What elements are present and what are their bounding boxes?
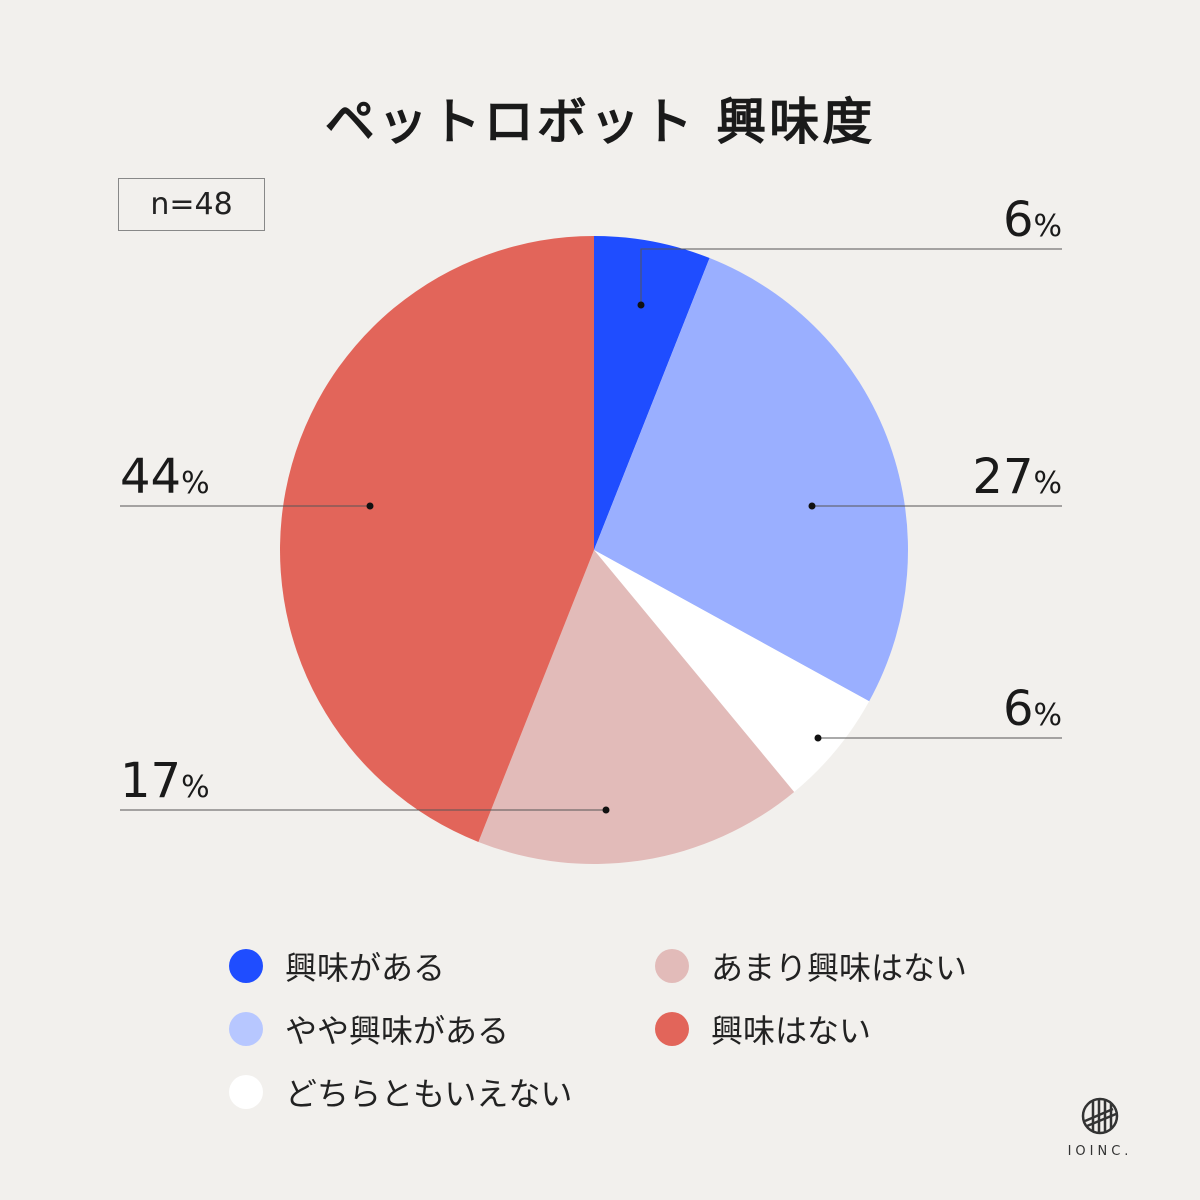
leader-dot xyxy=(814,734,822,742)
company-logo: IOINC. xyxy=(1058,1096,1142,1159)
sample-size-badge: n=48 xyxy=(118,178,265,231)
data-label: 6% xyxy=(1003,192,1062,248)
pie-slice xyxy=(594,236,710,550)
legend-item: どちらともいえない xyxy=(229,1069,572,1115)
leader-line xyxy=(640,248,1062,305)
logo-text: IOINC. xyxy=(1067,1144,1133,1159)
legend-swatch xyxy=(655,1012,689,1046)
logo-mark-icon xyxy=(1081,1097,1119,1135)
legend-item: 興味がある xyxy=(229,943,445,989)
pie-slice xyxy=(478,550,795,864)
legend-swatch xyxy=(229,949,263,983)
legend-label: 興味がある xyxy=(285,949,446,987)
leader-dot xyxy=(366,502,374,510)
leader-dot xyxy=(637,301,645,309)
legend-swatch xyxy=(655,949,689,983)
data-label: 44% xyxy=(120,449,210,505)
pie-slice xyxy=(594,550,870,792)
legend-swatch xyxy=(229,1075,263,1109)
legend-label: どちらともいえない xyxy=(285,1075,573,1113)
leader-dot xyxy=(808,502,816,510)
data-label: 27% xyxy=(972,449,1062,505)
leader-dot xyxy=(602,806,610,814)
data-label: 6% xyxy=(1003,681,1062,737)
chart-title: ペットロボット 興味度 xyxy=(324,93,876,151)
legend-swatch xyxy=(229,1012,263,1046)
legend-label: 興味はない xyxy=(711,1012,872,1050)
data-label: 17% xyxy=(120,753,210,809)
legend-label: やや興味がある xyxy=(285,1012,510,1050)
legend-item: 興味はない xyxy=(655,1006,871,1052)
legend-item: やや興味がある xyxy=(229,1006,509,1052)
legend-item: あまり興味はない xyxy=(655,943,967,989)
pie-slice xyxy=(280,236,594,842)
legend-label: あまり興味はない xyxy=(711,949,968,987)
pie-slice xyxy=(594,258,908,702)
